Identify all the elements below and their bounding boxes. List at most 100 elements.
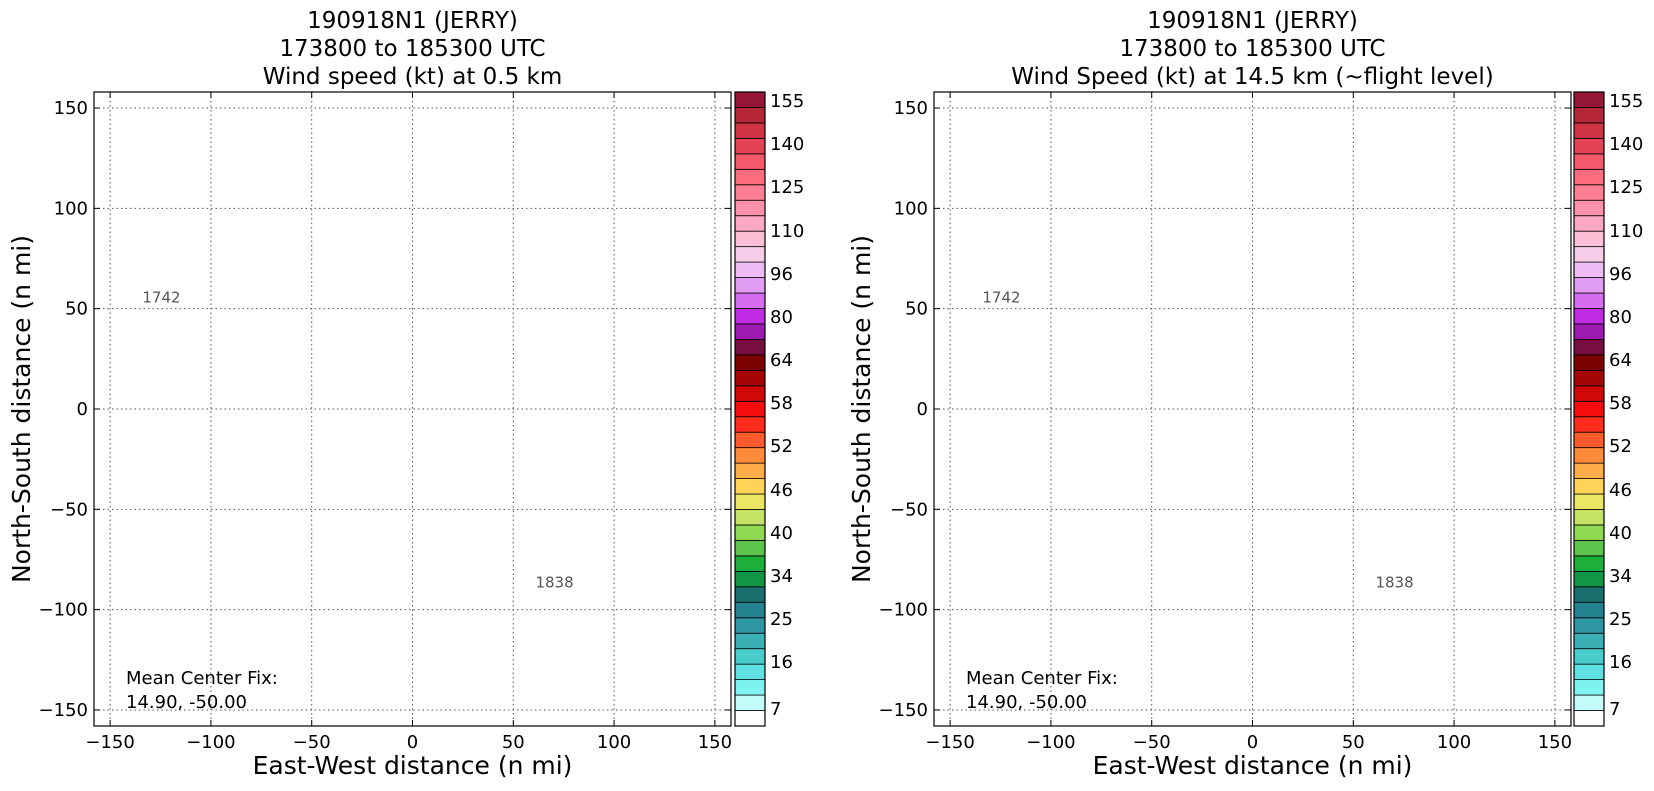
panel1-y-tick-label: −50 (50, 499, 88, 520)
panel1-colorbar-segment (734, 570, 766, 588)
panel1-colorbar-segment (734, 168, 766, 186)
panel2-colorbar-tick-label: 25 (1609, 609, 1632, 630)
panel1-colorbar-tick-label: 25 (770, 609, 793, 630)
panel2-y-tick-label: −50 (890, 499, 928, 520)
panel1-colorbar-segment (734, 122, 766, 139)
panel2-axes-frame (933, 91, 1572, 727)
panel1-colorbar-tick-label: 96 (770, 264, 793, 285)
panel2-y-tick-label: 0 (917, 399, 928, 420)
panel2-y-tick-label: 50 (905, 299, 928, 320)
panel2-plot-area (934, 92, 1571, 726)
panel2-colorbar-segment (1573, 339, 1605, 356)
panel1-colorbar-segment (734, 601, 766, 619)
panel1-colorbar-tick-label: 46 (770, 480, 793, 501)
panel2-colorbar-segment (1573, 230, 1605, 248)
panel1-x-tick-label: 150 (698, 732, 732, 753)
panel2-colorbar-segment (1573, 648, 1605, 665)
panel2-center-fix-label: Mean Center Fix: (966, 668, 1118, 689)
panel2-colorbar-tick-label: 34 (1609, 566, 1632, 587)
panel1-colorbar-tick-label: 40 (770, 523, 793, 544)
panel2-colorbar-segment (1573, 694, 1605, 711)
panel1-colorbar-segment (734, 648, 766, 665)
panel2-colorbar-segment (1573, 447, 1605, 464)
panel2-colorbar-segment (1573, 509, 1605, 526)
panel1-colorbar-segment (734, 230, 766, 248)
panel2-colorbar-segment (1573, 679, 1605, 696)
panel2-x-axis-label: East-West distance (n mi) (1093, 751, 1413, 780)
panel2-colorbar-segment (1573, 524, 1605, 541)
panel2-colorbar-tick-label: 96 (1609, 264, 1632, 285)
panel2-colorbar-segment (1573, 277, 1605, 294)
panel2-center-fix-value: 14.90, -50.00 (966, 692, 1087, 713)
panel1-colorbar-segment (734, 586, 766, 603)
panel1-colorbar-segment (734, 184, 766, 201)
panel2-x-tick-label: 150 (1538, 732, 1572, 753)
panel1-colorbar-segment (734, 277, 766, 294)
panel1-colorbar-segment (734, 710, 766, 727)
panel2-colorbar-segment (1573, 400, 1605, 418)
panel2-colorbar-segment (1573, 323, 1605, 340)
panel2-colorbar-segment (1573, 710, 1605, 727)
panel2-colorbar-tick-label: 110 (1609, 221, 1643, 242)
panel2-colorbar-segment (1573, 385, 1605, 402)
panel1-colorbar-segment (734, 524, 766, 541)
panel2-track-time-label-1: 1742 (982, 289, 1020, 307)
panel2-x-tick-label: −100 (1026, 732, 1075, 753)
panel1-colorbar-tick-label: 110 (770, 221, 804, 242)
panel1-y-tick-label: −100 (39, 600, 88, 621)
panel2-y-tick-label: 150 (894, 98, 928, 119)
panel2-colorbar-segment (1573, 215, 1605, 232)
panel1-colorbar-segment (734, 385, 766, 402)
panel2-title-line-2: 173800 to 185300 UTC (1119, 36, 1385, 62)
panel1-colorbar-tick-label: 80 (770, 307, 793, 328)
panel1-colorbar-segment (734, 339, 766, 356)
panel2-colorbar-tick-label: 58 (1609, 393, 1632, 414)
panel1-colorbar-segment (734, 246, 766, 263)
panel2-colorbar-tick-label: 64 (1609, 350, 1632, 371)
panel1-x-tick-label: −50 (293, 732, 331, 753)
panel1-colorbar-segment (734, 663, 766, 681)
panel1-colorbar-tick-label: 52 (770, 436, 793, 457)
panel1-colorbar-tick-label: 140 (770, 134, 804, 155)
panel2-title-line-3: Wind Speed (kt) at 14.5 km (~flight leve… (1011, 64, 1493, 90)
panel1-colorbar-segment (734, 462, 766, 479)
panel1-title-line-3: Wind speed (kt) at 0.5 km (263, 64, 563, 90)
panel1-colorbar-segment (734, 431, 766, 449)
panel1-colorbar-segment (734, 679, 766, 696)
panel1-track-time-label-2: 1838 (535, 574, 573, 592)
panel2-colorbar-segment (1573, 570, 1605, 588)
panel1-colorbar-segment (734, 153, 766, 170)
panel2-colorbar-segment (1573, 107, 1605, 124)
panel2-colorbar-frame (1573, 91, 1605, 727)
panel2-colorbar-segment (1573, 663, 1605, 681)
panel2-colorbar-segment (1573, 632, 1605, 650)
panel2-colorbar-segment (1573, 91, 1605, 108)
panel2-colorbar-segment (1573, 540, 1605, 557)
panel1-y-tick-label: 50 (65, 299, 88, 320)
panel1-colorbar-segment (734, 323, 766, 340)
panel2-colorbar-segment (1573, 431, 1605, 449)
panel1-colorbar-segment (734, 107, 766, 124)
panel1-colorbar-segment (734, 509, 766, 526)
panel1-colorbar-segment (734, 416, 766, 433)
panel1-title-line-2: 173800 to 185300 UTC (279, 36, 545, 62)
panel1-colorbar-segment (734, 555, 766, 572)
panel1-colorbar-segment (734, 137, 766, 155)
panel1-axes-frame (93, 91, 732, 727)
panel1-colorbar-segment (734, 632, 766, 650)
panel1-colorbar-segment (734, 478, 766, 495)
panel1-x-tick-label: 50 (502, 732, 525, 753)
panel2-colorbar-segment (1573, 354, 1605, 371)
panel1-colorbar-tick-label: 125 (770, 177, 804, 198)
panel1-center-fix-label: Mean Center Fix: (126, 668, 278, 689)
panel1-colorbar-tick-label: 7 (770, 699, 781, 720)
panel1-title-line-1: 190918N1 (JERRY) (307, 8, 518, 34)
panel1-y-tick-label: 0 (77, 399, 88, 420)
panel1-colorbar-segment (734, 369, 766, 387)
panel1-colorbar-segment (734, 91, 766, 108)
panel2-colorbar-segment (1573, 168, 1605, 186)
panel1-y-tick-label: 150 (54, 98, 88, 119)
panel1-colorbar-segment (734, 215, 766, 232)
panel1-colorbar-segment (734, 400, 766, 418)
